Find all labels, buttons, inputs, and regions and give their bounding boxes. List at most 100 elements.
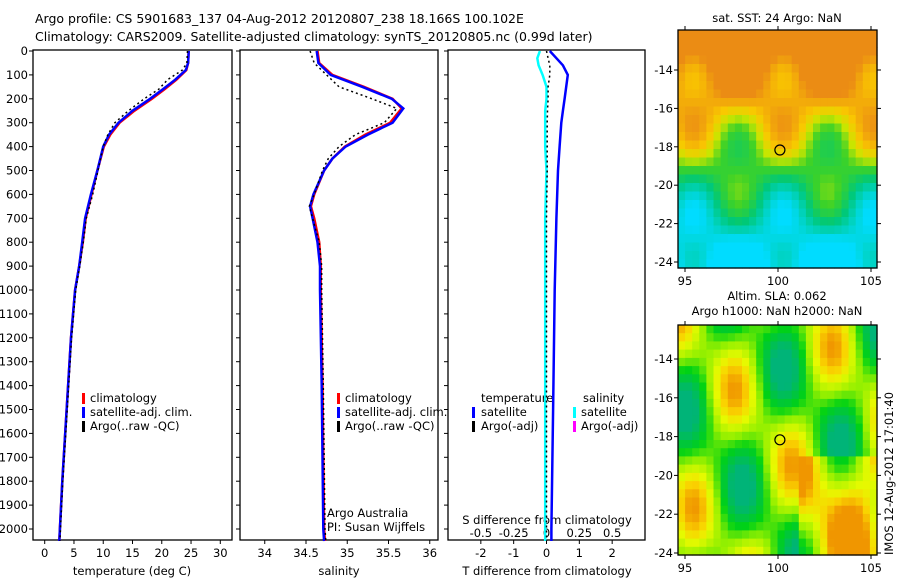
map-cell <box>791 106 800 116</box>
map-cell <box>706 546 715 556</box>
map-cell <box>770 513 779 523</box>
map-cell <box>784 448 793 457</box>
map-cell <box>784 251 793 261</box>
map-cell <box>820 530 828 540</box>
map-cell <box>862 64 871 74</box>
map-cell <box>692 522 700 531</box>
map-cell <box>791 382 800 392</box>
legend-swatch <box>337 393 340 404</box>
map-cell <box>756 538 764 548</box>
map-cell <box>805 47 814 57</box>
map-cell <box>742 55 750 65</box>
map-cell <box>791 149 800 159</box>
map-cell <box>734 200 743 210</box>
map-cell <box>685 166 693 176</box>
map-cell <box>763 225 771 235</box>
map-cell <box>756 30 764 40</box>
map-cell <box>869 349 878 359</box>
map-cell <box>805 200 814 210</box>
map-cell <box>770 242 779 252</box>
x-tick-label: 95 <box>678 274 693 288</box>
map-cell <box>784 513 793 523</box>
map-cell <box>798 382 807 392</box>
map-cell <box>798 333 807 342</box>
map-cell <box>720 481 729 490</box>
map-cell <box>734 234 743 244</box>
map-cell <box>791 333 800 342</box>
map-cell <box>692 234 700 244</box>
map-cell <box>742 200 750 210</box>
map-cell <box>720 55 729 65</box>
map-cell <box>742 538 750 548</box>
map-cell <box>855 106 864 116</box>
map-cell <box>756 115 764 125</box>
map-cell <box>777 191 786 201</box>
map-cell <box>798 374 807 384</box>
map-cell <box>848 440 857 449</box>
map-cell <box>763 497 771 507</box>
map-cell <box>763 149 771 159</box>
map-cell <box>834 325 843 334</box>
map-cell <box>834 191 843 201</box>
map-cell <box>862 98 871 108</box>
map-cell <box>798 30 807 40</box>
map-cell <box>784 481 793 490</box>
map-cell <box>770 98 779 108</box>
x-tick-label: 15 <box>125 546 140 560</box>
map-cell <box>862 72 871 82</box>
map-cell <box>763 89 771 99</box>
map-cell <box>699 98 707 108</box>
map-cell <box>692 64 700 74</box>
map-cell <box>692 366 700 375</box>
map-cell <box>869 513 878 523</box>
map-cell <box>678 366 686 375</box>
map-cell <box>805 374 814 384</box>
map-cell <box>848 456 857 466</box>
map-cell <box>841 225 850 235</box>
map-cell <box>720 423 729 433</box>
series-salinity-satellite <box>536 50 548 541</box>
map-cell <box>813 132 821 142</box>
map-cell <box>713 374 722 384</box>
map-cell <box>813 225 821 235</box>
map-cell <box>763 325 771 334</box>
map-cell <box>791 115 800 125</box>
map-cell <box>685 390 693 400</box>
map-cell <box>727 546 736 556</box>
map-cell <box>763 47 771 57</box>
map-cell <box>706 513 715 523</box>
map-cell <box>834 423 843 433</box>
map-cell <box>848 530 857 540</box>
map-cell <box>834 242 843 252</box>
map-cell <box>720 448 729 457</box>
map-cell <box>734 38 743 48</box>
map-cell <box>713 325 722 334</box>
map-cell <box>770 357 779 367</box>
map-cell <box>692 123 700 133</box>
map-cell <box>749 390 757 400</box>
map-cell <box>869 174 878 184</box>
map-cell <box>813 208 821 218</box>
map-cell <box>805 440 814 449</box>
map-cell <box>742 166 750 176</box>
map-cell <box>770 456 779 466</box>
map-cell <box>798 546 807 556</box>
map-cell <box>734 149 743 159</box>
map-cell <box>848 431 857 441</box>
map-cell <box>720 149 729 159</box>
map-cell <box>734 115 743 125</box>
map-cell <box>770 149 779 159</box>
map-cell <box>720 431 729 441</box>
map-cell <box>834 546 843 556</box>
map-cell <box>713 149 722 159</box>
map-cell <box>784 341 793 351</box>
map-cell <box>869 366 878 375</box>
map-cell <box>713 115 722 125</box>
map-cell <box>692 456 700 466</box>
map-cell <box>813 38 821 48</box>
map-cell <box>869 382 878 392</box>
map-cell <box>805 398 814 408</box>
map-cell <box>734 456 743 466</box>
map-cell <box>742 431 750 441</box>
map-cell <box>805 89 814 99</box>
